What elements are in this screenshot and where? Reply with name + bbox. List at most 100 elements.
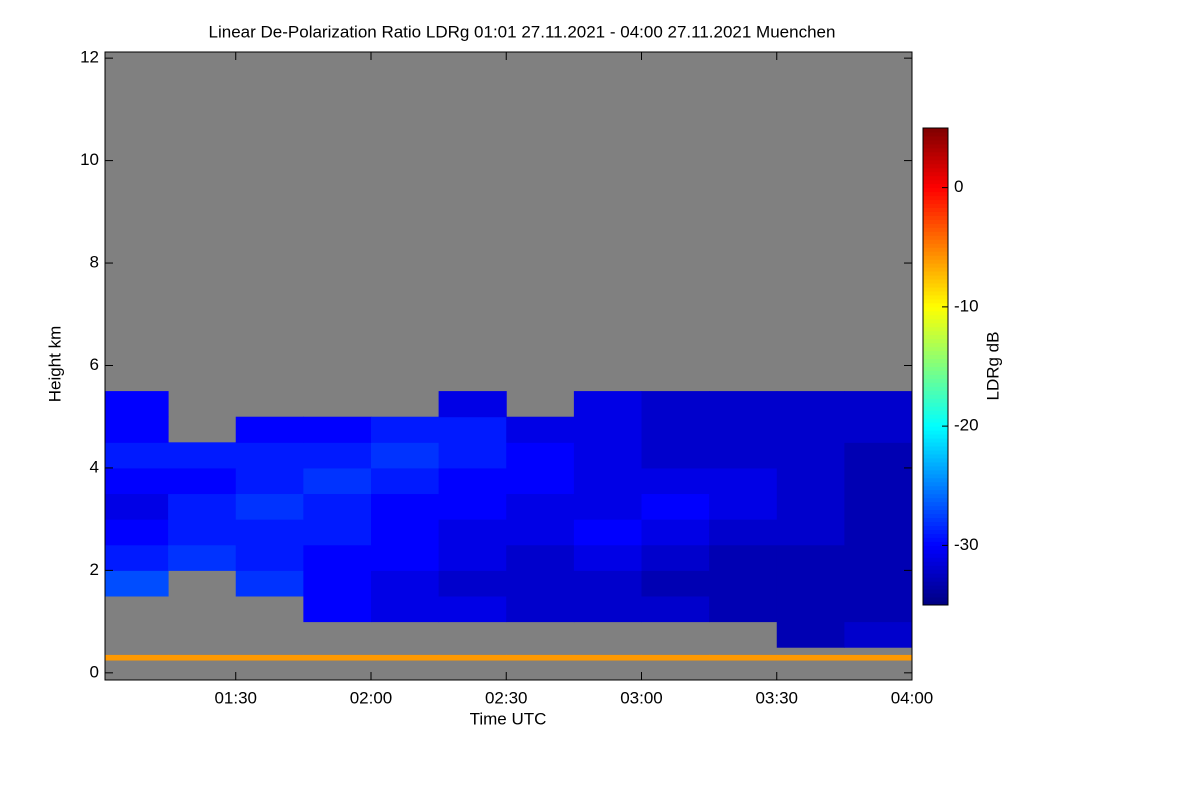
colorbar-segment bbox=[923, 183, 948, 189]
colorbar-segment bbox=[923, 469, 948, 475]
colorbar-segment bbox=[923, 398, 948, 403]
heatmap-cell bbox=[168, 519, 237, 546]
heatmap-cell bbox=[776, 467, 845, 495]
x-tick-label: 04:00 bbox=[891, 688, 934, 707]
colorbar-segment bbox=[923, 147, 948, 153]
colorbar-segment bbox=[923, 227, 948, 232]
heatmap-cell bbox=[370, 467, 440, 495]
heatmap-cell bbox=[303, 654, 372, 661]
heatmap-cell bbox=[370, 570, 440, 597]
colorbar-segment bbox=[923, 318, 948, 324]
x-tick-label: 01:30 bbox=[214, 688, 257, 707]
heatmap-cell bbox=[641, 416, 710, 443]
heatmap-cell bbox=[641, 544, 710, 571]
heatmap-cell bbox=[168, 442, 237, 469]
colorbar-segment bbox=[923, 581, 948, 586]
heatmap-cell bbox=[168, 467, 237, 495]
colorbar-segment bbox=[923, 207, 948, 212]
heatmap-cell bbox=[844, 654, 913, 661]
heatmap-cell bbox=[506, 570, 575, 597]
heatmap-cell bbox=[370, 595, 440, 623]
colorbar-segment bbox=[923, 426, 948, 431]
colorbar-segment bbox=[923, 334, 948, 340]
colorbar-tick-label: -10 bbox=[954, 296, 979, 315]
colorbar-segment bbox=[923, 354, 948, 360]
heatmap-cell bbox=[506, 544, 575, 571]
colorbar-segment bbox=[923, 585, 948, 590]
colorbar-segment bbox=[923, 513, 948, 519]
heatmap-cell bbox=[709, 467, 778, 495]
colorbar-segment bbox=[923, 573, 948, 578]
colorbar-segment bbox=[923, 565, 948, 570]
colorbar-segment bbox=[923, 203, 948, 208]
plot-frame bbox=[104, 51, 913, 681]
heatmap-cell bbox=[370, 544, 440, 571]
heatmap-cell bbox=[573, 595, 642, 623]
colorbar-segment bbox=[923, 477, 948, 483]
heatmap-cell bbox=[709, 442, 778, 469]
colorbar-segment bbox=[923, 179, 948, 185]
heatmap-cell bbox=[303, 493, 372, 520]
heatmap-cell bbox=[438, 493, 507, 520]
colorbar-segment bbox=[923, 489, 948, 495]
heatmap-cell bbox=[844, 544, 913, 571]
y-tick-label: 4 bbox=[90, 457, 99, 476]
heatmap-cell bbox=[709, 493, 778, 520]
colorbar-segment bbox=[923, 430, 948, 435]
heatmap-cell bbox=[844, 519, 913, 546]
colorbar-segment bbox=[923, 223, 948, 228]
colorbar-segment bbox=[923, 251, 948, 256]
colorbar-segment bbox=[923, 314, 948, 320]
colorbar-segment bbox=[923, 374, 948, 379]
heatmap-cell bbox=[235, 467, 304, 495]
colorbar-segment bbox=[923, 143, 948, 149]
colorbar-segment bbox=[923, 279, 948, 284]
heatmap-cell bbox=[303, 467, 372, 495]
colorbar-segment bbox=[923, 497, 948, 503]
colorbar-segment bbox=[923, 390, 948, 395]
colorbar-segment bbox=[923, 235, 948, 240]
colorbar-segment bbox=[923, 342, 948, 348]
heatmap-cell bbox=[105, 519, 169, 546]
colorbar-segment bbox=[923, 473, 948, 479]
colorbar-segment bbox=[923, 267, 948, 272]
heatmap-cell bbox=[235, 442, 304, 469]
colorbar-segment bbox=[923, 215, 948, 220]
x-tick-label: 02:00 bbox=[350, 688, 393, 707]
colorbar-segment bbox=[923, 330, 948, 336]
colorbar-segment bbox=[923, 366, 948, 371]
heatmap-cell bbox=[168, 493, 237, 520]
colorbar-segment bbox=[923, 561, 948, 566]
colorbar-segment bbox=[923, 549, 948, 554]
heatmap-cell bbox=[506, 654, 575, 661]
colorbar-segment bbox=[923, 449, 948, 455]
y-tick-label: 8 bbox=[90, 253, 99, 272]
colorbar-frame bbox=[922, 127, 949, 606]
colorbar-segment bbox=[923, 521, 948, 526]
colorbar-segment bbox=[923, 135, 948, 141]
colorbar-segment bbox=[923, 287, 948, 292]
heatmap-cell bbox=[776, 621, 845, 648]
heatmap-cell bbox=[235, 519, 304, 546]
heatmap-cell bbox=[438, 467, 507, 495]
colorbar-segment bbox=[923, 501, 948, 507]
heatmap-cell bbox=[506, 467, 575, 495]
heatmap-cell bbox=[844, 621, 913, 648]
colorbar-segment bbox=[923, 589, 948, 594]
colorbar-segment bbox=[923, 533, 948, 538]
colorbar-segment bbox=[923, 493, 948, 499]
heatmap-cell bbox=[370, 442, 440, 469]
colorbar-segment bbox=[923, 259, 948, 264]
heatmap-cell bbox=[573, 493, 642, 520]
heatmap-cell bbox=[641, 595, 710, 623]
heatmap-cell bbox=[573, 654, 642, 661]
heatmap-cell bbox=[776, 442, 845, 469]
colorbar-segment bbox=[923, 509, 948, 515]
heatmap-cell bbox=[370, 519, 440, 546]
heatmap-cell bbox=[641, 654, 710, 661]
heatmap-cell bbox=[709, 654, 778, 661]
heatmap-cell bbox=[709, 416, 778, 443]
heatmap-cell bbox=[303, 544, 372, 571]
colorbar-segment bbox=[923, 290, 948, 296]
